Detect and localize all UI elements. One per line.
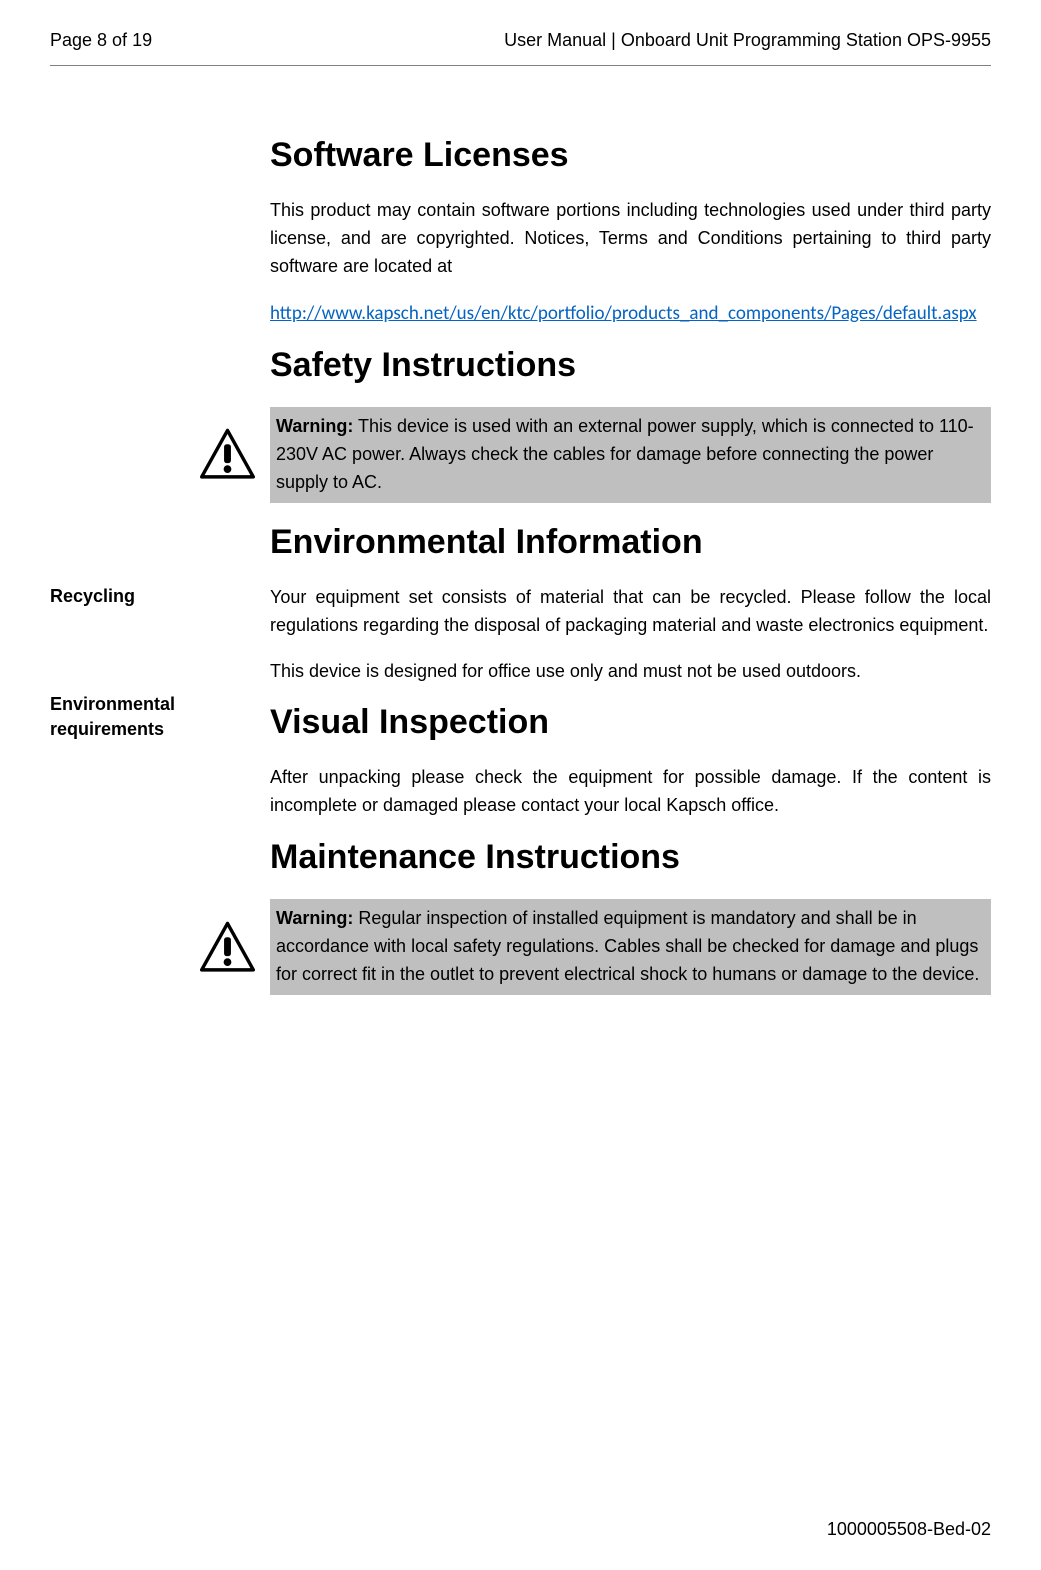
margin-label-recycling: Recycling xyxy=(50,584,250,609)
content: Software Licenses This product may conta… xyxy=(50,66,991,1015)
heading-maintenance: Maintenance Instructions xyxy=(270,838,991,877)
warning-label: Warning: xyxy=(276,908,353,928)
safety-warning-box: Warning: This device is used with an ext… xyxy=(270,407,991,503)
maintenance-warning-row: Warning: Regular inspection of installed… xyxy=(200,899,991,995)
margin-column xyxy=(50,136,270,1015)
page-indicator: Page 8 of 19 xyxy=(50,30,152,51)
heading-environmental: Environmental Information xyxy=(270,523,991,562)
safety-warning-body: This device is used with an external pow… xyxy=(276,416,974,492)
licenses-link[interactable]: http://www.kapsch.net/us/en/ktc/portfoli… xyxy=(270,302,977,325)
env-req-body: This device is designed for office use o… xyxy=(270,658,991,686)
warning-icon xyxy=(200,920,255,975)
licenses-link-wrap: http://www.kapsch.net/us/en/ktc/portfoli… xyxy=(270,299,991,328)
heading-visual: Visual Inspection xyxy=(270,703,991,742)
heading-licenses: Software Licenses xyxy=(270,136,991,175)
footer-doc-number: 1000005508-Bed-02 xyxy=(827,1519,991,1540)
page-header: Page 8 of 19 User Manual | Onboard Unit … xyxy=(50,30,991,66)
licenses-body: This product may contain software portio… xyxy=(270,197,991,281)
maintenance-warning-body: Regular inspection of installed equipmen… xyxy=(276,908,979,984)
recycling-body: Your equipment set consists of material … xyxy=(270,584,991,640)
safety-warning-row: Warning: This device is used with an ext… xyxy=(200,407,991,503)
main-column: Software Licenses This product may conta… xyxy=(270,136,991,1015)
heading-safety: Safety Instructions xyxy=(270,346,991,385)
warning-label: Warning: xyxy=(276,416,353,436)
doc-title: User Manual | Onboard Unit Programming S… xyxy=(504,30,991,51)
visual-body: After unpacking please check the equipme… xyxy=(270,764,991,820)
warning-icon xyxy=(200,427,255,482)
maintenance-warning-box: Warning: Regular inspection of installed… xyxy=(270,899,991,995)
margin-label-env-req: Environmental requirements xyxy=(50,692,250,742)
